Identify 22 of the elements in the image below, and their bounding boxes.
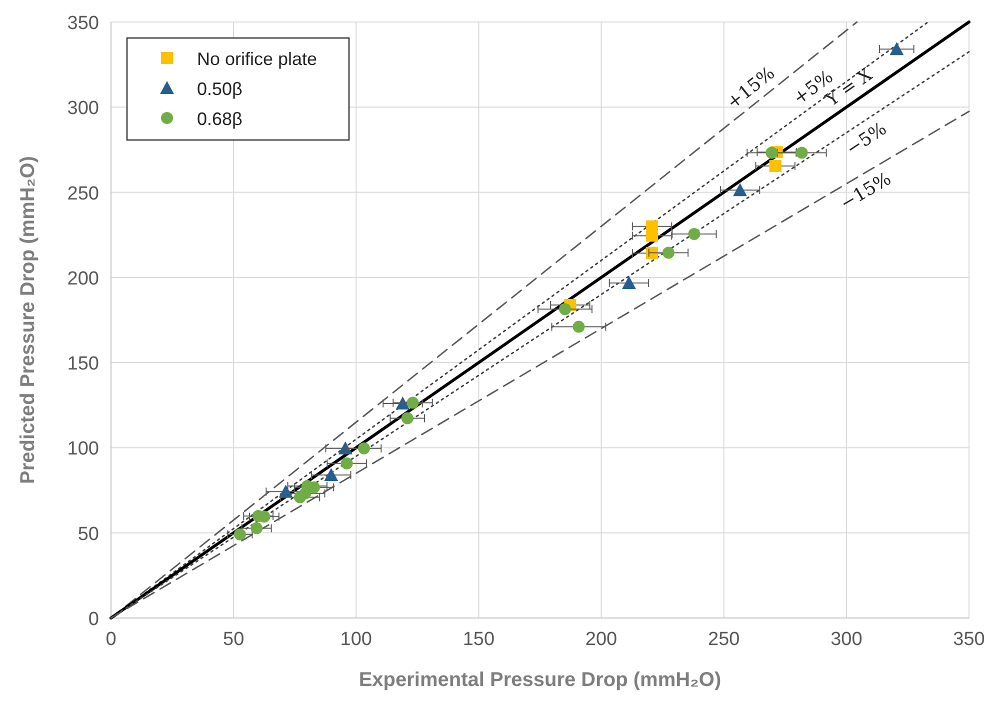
x-tick-label: 150 <box>462 629 495 650</box>
x-tick-label: 350 <box>953 629 985 650</box>
legend-label: 0.50β <box>197 79 242 99</box>
x-tick-label: 100 <box>340 629 372 650</box>
legend-label: 0.68β <box>197 109 242 129</box>
y-tick-label: 100 <box>67 438 99 460</box>
y-tick-label: 350 <box>67 13 99 34</box>
text: −5% <box>842 118 891 160</box>
x-tick-label: 200 <box>585 629 618 650</box>
x-tick-label: 300 <box>830 629 862 650</box>
x-tick-label: 250 <box>708 629 740 650</box>
x-tick-label: 0 <box>106 629 116 650</box>
y-tick-label: 300 <box>67 98 99 120</box>
x-tick-label: 50 <box>223 629 244 650</box>
y-tick-label: 150 <box>67 354 99 375</box>
y-tick-label: 200 <box>67 268 99 290</box>
y-tick-label: 250 <box>67 183 99 204</box>
legend-label: No orifice plate <box>197 49 318 69</box>
x-axis-title: Experimental Pressure Drop (mmH₂O) <box>358 669 722 691</box>
y-tick-label: 50 <box>78 524 99 545</box>
y-axis-title: Predicted Pressure Drop (mmH₂O) <box>17 156 39 484</box>
y-tick-label: 0 <box>88 609 99 630</box>
